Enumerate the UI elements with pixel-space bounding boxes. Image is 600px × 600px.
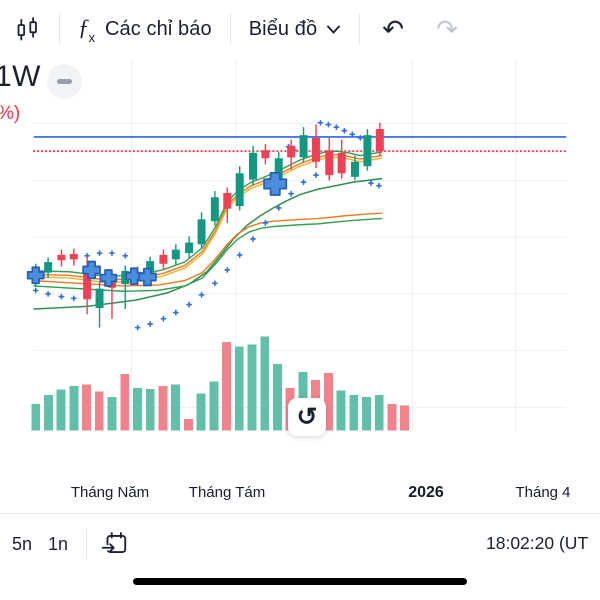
trade-markers-layer[interactable] (26, 171, 288, 287)
undo-button[interactable]: ↶ (374, 0, 412, 58)
chart-type-label: Biểu đồ (248, 17, 318, 40)
timeframe-5-button[interactable]: 5n (12, 533, 33, 554)
chevron-down-icon (327, 25, 341, 33)
x-axis-label-august: Tháng Tám (188, 484, 266, 501)
interval-label: 1W (0, 60, 41, 93)
grid-layer (33, 59, 567, 431)
calendar-go-to-date-icon (101, 532, 127, 553)
clock-label: 18:02:20 (UT (486, 533, 589, 553)
chart-style-button[interactable] (0, 0, 45, 58)
bottom-divider (86, 529, 88, 559)
bottom-toolbar: 5n 1n 18:02:20 (UT (0, 514, 600, 574)
trade-marker[interactable] (82, 260, 101, 280)
toolbar-divider (59, 14, 60, 44)
trade-marker[interactable] (26, 266, 45, 285)
trade-marker[interactable] (263, 171, 288, 196)
chart-type-dropdown[interactable]: Biểu đồ (245, 0, 346, 58)
sar-dots-layer (32, 119, 382, 331)
indicators-label: Các chỉ báo (105, 17, 212, 40)
candlestick-icon (17, 16, 37, 41)
go-to-date-button[interactable] (97, 526, 133, 562)
home-indicator[interactable] (133, 578, 467, 585)
trade-marker[interactable] (125, 267, 144, 286)
redo-icon: ↷ (436, 14, 458, 44)
trade-marker[interactable] (138, 267, 157, 287)
toolbar-divider (359, 14, 361, 44)
timeframe-1-button[interactable]: 1n (48, 533, 69, 554)
fx-icon: ƒx (78, 14, 95, 46)
toolbar-divider (229, 14, 231, 44)
x-axis-label-may: Tháng Năm (70, 484, 150, 501)
indicators-button[interactable]: ƒx Các chỉ báo (74, 0, 216, 58)
x-axis-label-2026: 2026 (408, 484, 444, 501)
top-toolbar: ƒx Các chỉ báo Biểu đồ ↶ ↷ (0, 0, 600, 59)
trade-marker[interactable] (99, 269, 118, 287)
undo-icon: ↶ (382, 14, 405, 44)
candles-layer (31, 122, 384, 328)
collapse-legend-button[interactable] (47, 64, 82, 99)
change-percent-label: %) (0, 103, 21, 124)
chart-pane[interactable]: 1W %) ↺ Tháng Năm Tháng Tám 2026 Tháng 4 (0, 58, 600, 514)
reset-icon: ↺ (296, 402, 318, 431)
redo-button[interactable]: ↷ (428, 0, 466, 58)
chart-canvas[interactable] (0, 58, 600, 513)
minus-icon (57, 78, 72, 85)
x-axis-label-april: Tháng 4 (515, 484, 571, 501)
reset-chart-button[interactable]: ↺ (288, 398, 326, 436)
